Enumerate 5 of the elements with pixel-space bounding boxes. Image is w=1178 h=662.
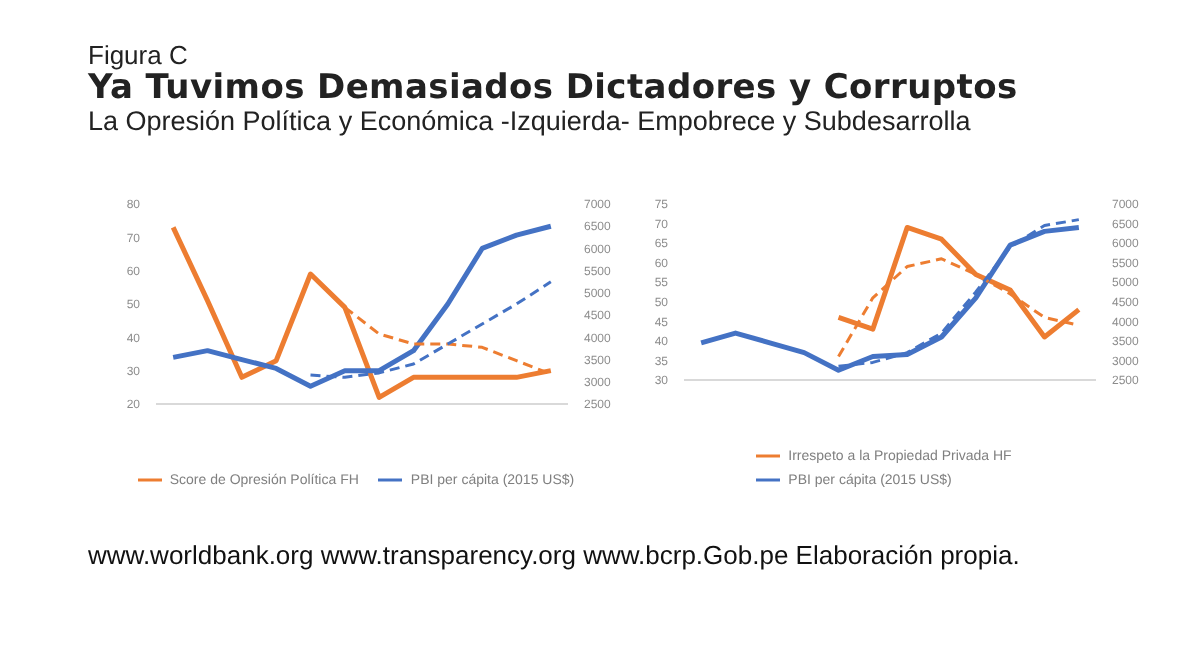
text: www.worldbank.org www.transparency.org www.bcrp.Gob.pe Elaboración propia. <box>88 540 1020 570</box>
line-series <box>698 224 1082 373</box>
text: Figura C <box>88 40 190 71</box>
chart-title: Ya Tuvimos Demasiados Dictadores y Corruptos <box>88 68 1018 109</box>
chart-subtitle: La Opresión Política y Económica -Izquierda- Empobrece y Subdesarrolla <box>88 105 973 138</box>
